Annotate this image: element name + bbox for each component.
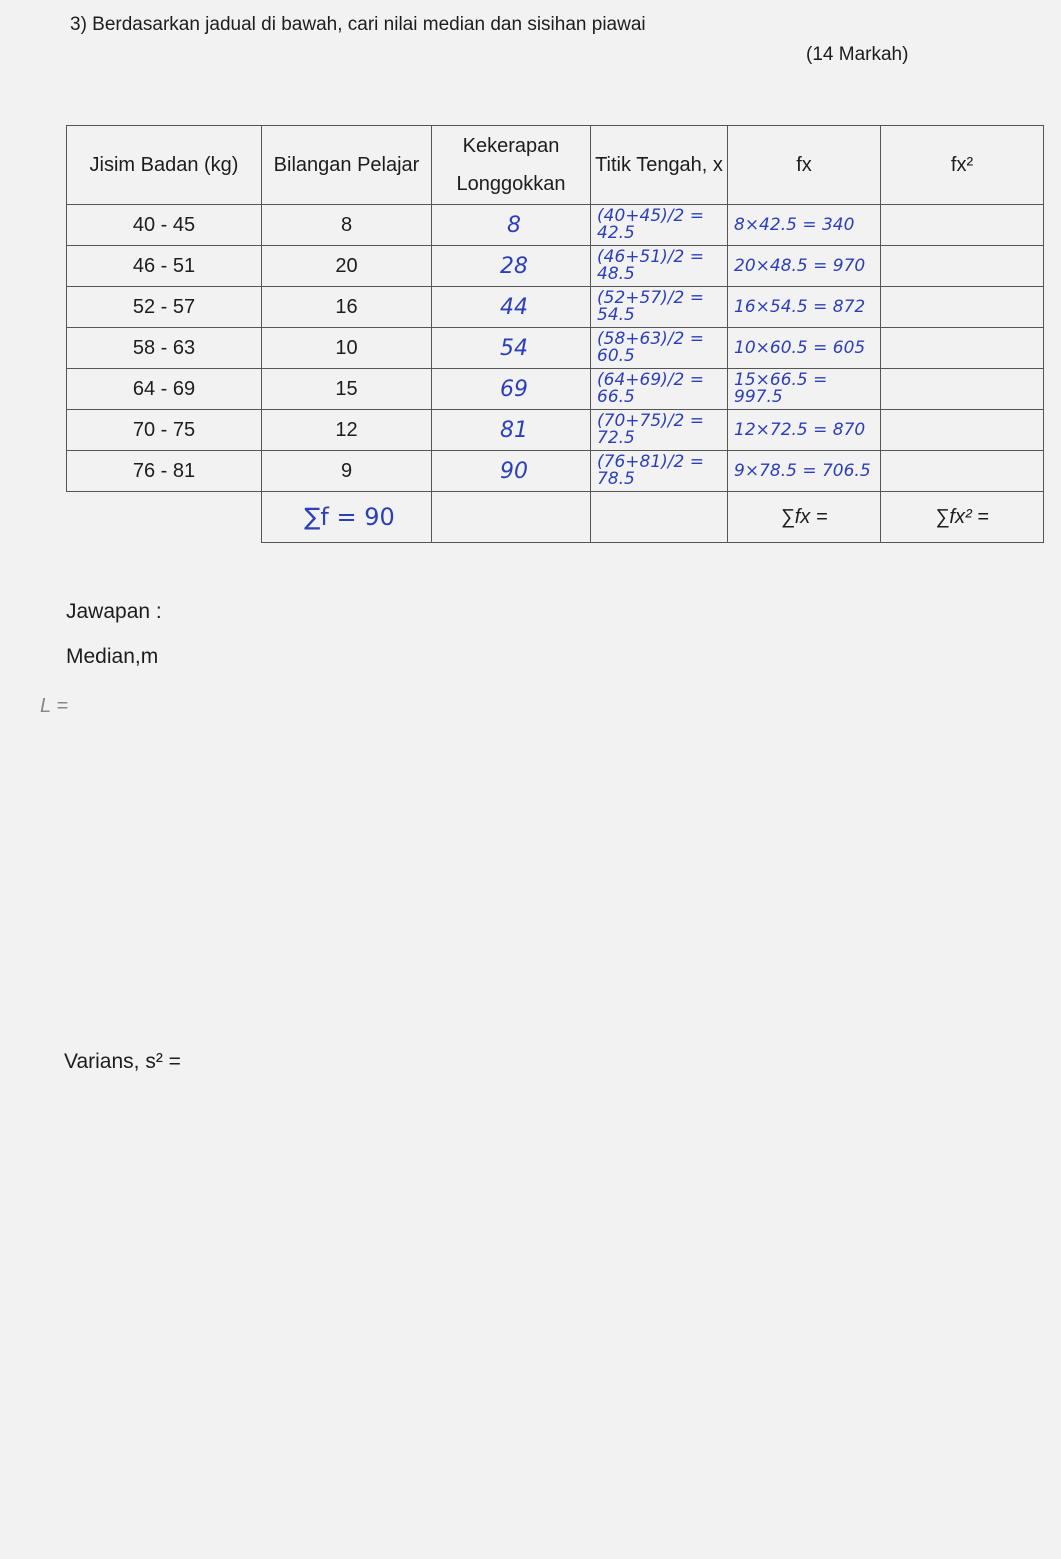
cumulative-frequency: 90 xyxy=(431,450,591,492)
table-row: 70 - 75 12 81 (70+75)/2 = 72.5 12×72.5 = 870 xyxy=(66,409,1044,451)
fx2-value xyxy=(880,204,1044,246)
table-header: Jisim Badan (kg) Bilangan Pelajar Kekera… xyxy=(66,125,1044,205)
class-interval: 64 - 69 xyxy=(66,368,262,410)
fx2-value xyxy=(880,368,1044,410)
frequency: 12 xyxy=(261,409,432,451)
class-interval: 58 - 63 xyxy=(66,327,262,369)
table-footer: ∑f = 90 ∑fx = ∑fx² = xyxy=(66,491,1044,543)
class-interval: 40 - 45 xyxy=(66,204,262,246)
fx-value: 15×66.5 = 997.5 xyxy=(727,368,881,410)
fx2-value xyxy=(880,409,1044,451)
table-row: 40 - 45 8 8 (40+45)/2 = 42.5 8×42.5 = 340 xyxy=(66,204,1044,246)
fx2-value xyxy=(880,286,1044,328)
marks-label: (14 Markah) xyxy=(806,44,909,65)
frequency: 9 xyxy=(261,450,432,492)
midpoint: (40+45)/2 = 42.5 xyxy=(590,204,728,246)
answer-label: Jawapan : xyxy=(66,600,162,623)
table-row: 52 - 57 16 44 (52+57)/2 = 54.5 16×54.5 = 872 xyxy=(66,286,1044,328)
cumulative-frequency: 54 xyxy=(431,327,591,369)
fx-value: 12×72.5 = 870 xyxy=(727,409,881,451)
fx2-value xyxy=(880,450,1044,492)
median-label: Median,m xyxy=(66,645,159,668)
midpoint: (52+57)/2 = 54.5 xyxy=(590,286,728,328)
cumulative-frequency: 69 xyxy=(431,368,591,410)
class-interval: 76 - 81 xyxy=(66,450,262,492)
fx-value: 10×60.5 = 605 xyxy=(727,327,881,369)
table-row: 46 - 51 20 28 (46+51)/2 = 48.5 20×48.5 = 970 xyxy=(66,245,1044,287)
cumulative-frequency: 81 xyxy=(431,409,591,451)
fx-value: 8×42.5 = 340 xyxy=(727,204,881,246)
variance-label: Varians, s² = xyxy=(64,1050,181,1073)
header-students: Bilangan Pelajar xyxy=(261,125,432,205)
table-row: 58 - 63 10 54 (58+63)/2 = 60.5 10×60.5 = 605 xyxy=(66,327,1044,369)
fx-value: 16×54.5 = 872 xyxy=(727,286,881,328)
table-row: 64 - 69 15 69 (64+69)/2 = 66.5 15×66.5 = 997… xyxy=(66,368,1044,410)
cumulative-frequency: 28 xyxy=(431,245,591,287)
table-row: 76 - 81 9 90 (76+81)/2 = 78.5 9×78.5 = 706.5 xyxy=(66,450,1044,492)
class-interval: 70 - 75 xyxy=(66,409,262,451)
midpoint: (76+81)/2 = 78.5 xyxy=(590,450,728,492)
header-cumulative: Kekerapan Longgokkan xyxy=(431,125,591,205)
header-fx2: fx² xyxy=(880,125,1044,205)
header-mass: Jisim Badan (kg) xyxy=(66,125,262,205)
header-fx: fx xyxy=(727,125,881,205)
fx2-value xyxy=(880,245,1044,287)
frequency: 20 xyxy=(261,245,432,287)
midpoint: (58+63)/2 = 60.5 xyxy=(590,327,728,369)
frequency-table: Jisim Badan (kg) Bilangan Pelajar Kekera… xyxy=(66,125,1044,543)
frequency: 16 xyxy=(261,286,432,328)
fx-value: 9×78.5 = 706.5 xyxy=(727,450,881,492)
cumulative-frequency: 8 xyxy=(431,204,591,246)
midpoint: (64+69)/2 = 66.5 xyxy=(590,368,728,410)
sum-f: ∑f = 90 xyxy=(261,491,432,543)
frequency: 8 xyxy=(261,204,432,246)
fx-value: 20×48.5 = 970 xyxy=(727,245,881,287)
sum-fx2: ∑fx² = xyxy=(880,491,1044,543)
cumulative-frequency: 44 xyxy=(431,286,591,328)
question-text: 3) Berdasarkan jadual di bawah, cari nil… xyxy=(70,14,646,35)
sum-fx: ∑fx = xyxy=(727,491,881,543)
header-midpoint: Titik Tengah, x xyxy=(590,125,728,205)
midpoint: (70+75)/2 = 72.5 xyxy=(590,409,728,451)
class-interval: 52 - 57 xyxy=(66,286,262,328)
midpoint: (46+51)/2 = 48.5 xyxy=(590,245,728,287)
class-interval: 46 - 51 xyxy=(66,245,262,287)
frequency: 15 xyxy=(261,368,432,410)
fx2-value xyxy=(880,327,1044,369)
frequency: 10 xyxy=(261,327,432,369)
median-note: L = xyxy=(40,695,68,717)
